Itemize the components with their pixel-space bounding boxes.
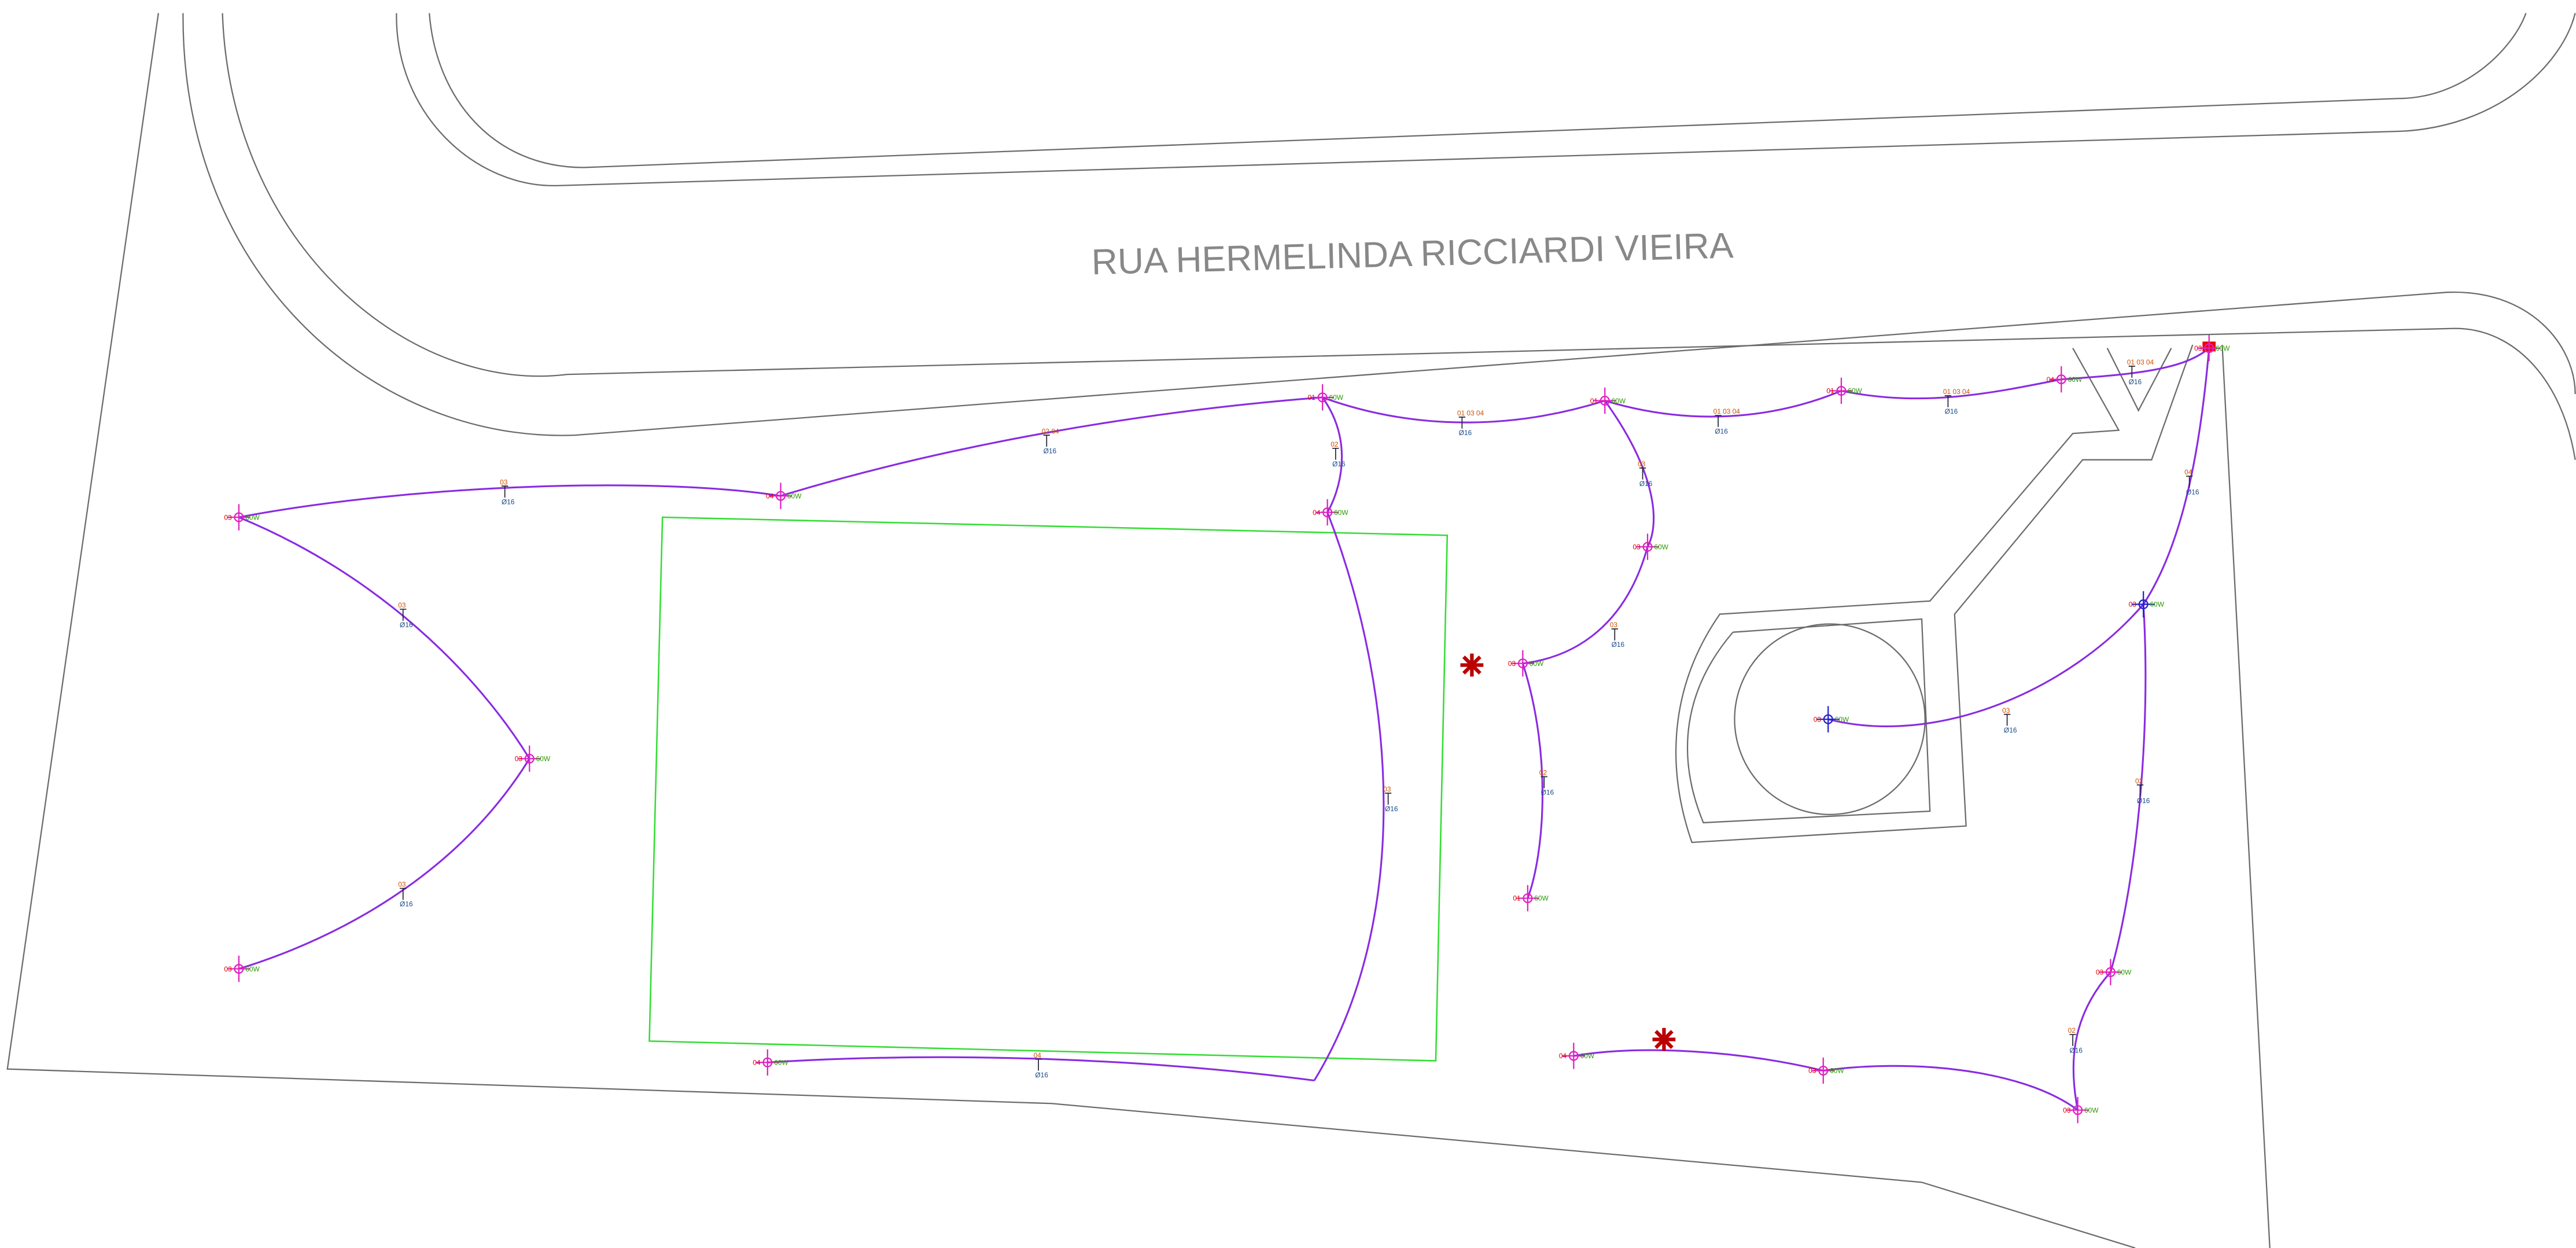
cable-marker (2137, 785, 2143, 797)
spans: 03 Ø16 02 04 Ø16 01 03 04 Ø16 01 03 04 Ø16 01 03… (398, 358, 2199, 1079)
span-label: 03 (1638, 460, 1646, 468)
pole-power: 60W (1530, 660, 1544, 668)
pole-label: 03 (2063, 1106, 2071, 1114)
cables (239, 348, 2209, 1110)
pole-label: 04 (753, 1059, 761, 1067)
span-cable: Ø16 (1639, 480, 1653, 488)
cable-marker (2004, 715, 2010, 726)
span-cable: Ø16 (2186, 488, 2199, 496)
poles: 03 60W 03 60W 03 60W 04 60W 01 60W 04 60W 01 60W 03 60W… (224, 335, 2230, 1123)
span-label: 02 (2135, 777, 2143, 785)
span-label: 01 03 04 (1943, 388, 1970, 396)
span-label: 04 (1034, 1051, 1042, 1059)
pole-power: 60W (1848, 387, 1862, 395)
pole-label: 03 (1814, 715, 1822, 723)
span-cable: Ø16 (2137, 797, 2150, 805)
pole-power: 60W (1830, 1067, 1844, 1075)
cable-marker (1035, 1059, 1041, 1071)
span-label: 03 (2002, 706, 2010, 715)
pole-label: 03 (224, 965, 232, 973)
span-cable: Ø16 (1385, 805, 1398, 813)
markers (1461, 341, 2216, 1051)
span-label: 02 (1331, 440, 1339, 448)
span-cable: Ø16 (1332, 460, 1346, 468)
span-cable: Ø16 (1945, 407, 1958, 415)
span-label: 01 03 04 (1457, 409, 1484, 417)
span-label: 02 (1539, 769, 1547, 777)
pole-label: 04 (1559, 1052, 1567, 1060)
span-label: 03 (1610, 621, 1618, 629)
pole-label: 04 (2047, 375, 2055, 384)
pole-label: 01 (1513, 894, 1521, 903)
pole-label: 03 (2129, 601, 2137, 609)
span-cable: Ø16 (1541, 789, 1554, 797)
span-label: 03 (398, 881, 406, 889)
span-label: 04 (2184, 468, 2192, 476)
span-label: 03 (500, 478, 508, 486)
pole-power: 60W (2084, 1106, 2099, 1114)
pole-label: 03 (2096, 968, 2104, 976)
pole-label: 01 (1590, 397, 1598, 405)
span-label: 01 03 04 (1713, 407, 1741, 415)
pole-power: 60W (245, 513, 260, 521)
span-label: 03 (398, 601, 406, 609)
pole-power: 60W (1580, 1052, 1595, 1060)
span-cable: Ø16 (1612, 640, 1625, 649)
building-outline (649, 517, 1447, 1061)
span-cable: Ø16 (1715, 427, 1728, 435)
cable-marker (400, 888, 406, 900)
span-cable: Ø16 (2004, 726, 2017, 734)
pole-power: 60W (2068, 375, 2083, 384)
span-label: 01 03 04 (2127, 358, 2154, 366)
pole-label: 03 (1508, 660, 1516, 668)
pole-power: 60W (774, 1059, 788, 1067)
pole-power: 60W (2216, 344, 2230, 352)
span-cable: Ø16 (2129, 378, 2142, 386)
pole-power: 60W (1329, 393, 1343, 402)
pole-label: 03 (2194, 344, 2202, 352)
pole-power: 60W (1612, 397, 1626, 405)
roads (8, 13, 2575, 1248)
pole-label: 01 (1308, 393, 1316, 402)
pole-power: 60W (2150, 601, 2165, 609)
street-name: RUA HERMELINDA RICCIARDI VIEIRA (1091, 225, 1734, 282)
pole-power: 60W (536, 754, 551, 763)
cable-marker (1385, 793, 1391, 805)
north-marker (1653, 1028, 1676, 1051)
cable-marker (1044, 435, 1050, 447)
site-plan: RUA HERMELINDA RICCIARDI VIEIRA 03 60W 03 6… (0, 0, 2576, 1248)
pole-power: 60W (1334, 509, 1348, 517)
span-label: 02 (2068, 1026, 2076, 1035)
pole-label: 03 (224, 513, 232, 521)
pole-power: 60W (1534, 894, 1549, 903)
pole-power: 60W (787, 492, 802, 500)
pole-label: 01 (1826, 387, 1834, 395)
span-label: 02 04 (1042, 427, 1059, 435)
pole-label: 03 (1808, 1067, 1816, 1075)
span-cable: Ø16 (502, 498, 515, 506)
pole-label: 03 (1633, 543, 1641, 551)
pole-label: 03 (515, 754, 523, 763)
pole-label: 04 (766, 492, 774, 500)
span-cable: Ø16 (1035, 1071, 1048, 1079)
span-cable: Ø16 (2069, 1046, 2083, 1054)
span-cable: Ø16 (1459, 429, 1472, 437)
pole-power: 60W (2117, 968, 2132, 976)
cable-marker (1332, 448, 1339, 460)
pole-power: 60W (1835, 715, 1849, 723)
pole-label: 04 (1313, 509, 1321, 517)
pole-power: 60W (245, 965, 260, 973)
span-label: 03 (1383, 785, 1391, 793)
span-cable: Ø16 (400, 621, 413, 629)
page: {"street": {"name": "RUA HERMELINDA RICC… (0, 0, 2576, 1248)
cable-marker (1612, 629, 1618, 640)
span-cable: Ø16 (400, 900, 413, 908)
span-cable: Ø16 (1044, 447, 1057, 455)
north-marker (1461, 654, 1484, 677)
pole-power: 60W (1654, 543, 1668, 551)
